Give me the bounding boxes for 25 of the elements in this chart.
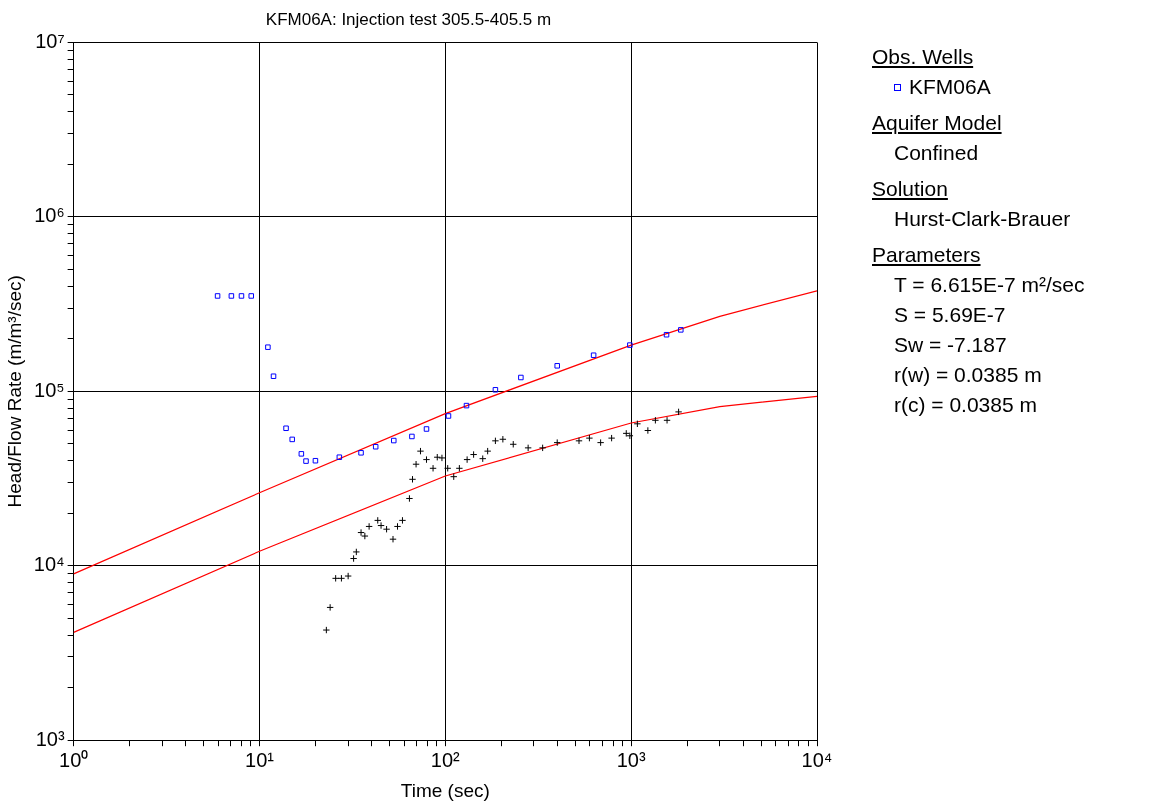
chart-title: KFM06A: Injection test 305.5-405.5 m bbox=[265, 9, 552, 29]
text: Solution bbox=[872, 176, 949, 202]
text: Sw = -7.187 bbox=[894, 332, 1008, 358]
text: Aquifer Model bbox=[872, 110, 1003, 136]
x-tick-label: 10⁰ bbox=[59, 748, 89, 771]
y-tick-label: 10⁶ bbox=[34, 204, 65, 227]
legend-title: Obs. Wells bbox=[872, 44, 975, 70]
text: T = 6.615E-7 m²/sec bbox=[894, 272, 1085, 298]
y-tick-label: 10⁴ bbox=[33, 553, 65, 576]
text: r(w) = 0.0385 m bbox=[894, 362, 1043, 388]
legend-label: KFM06A bbox=[909, 74, 991, 100]
x-tick-label: 10⁴ bbox=[801, 748, 833, 771]
x-axis-title: Time (sec) bbox=[400, 779, 490, 801]
text: Confined bbox=[894, 140, 980, 166]
y-tick-label: 10⁵ bbox=[34, 378, 65, 401]
y-tick-label: 10³ bbox=[35, 727, 65, 750]
text: S = 5.69E-7 bbox=[894, 302, 1007, 328]
y-tick-label: 10⁷ bbox=[35, 29, 65, 52]
text: Parameters bbox=[872, 242, 982, 268]
text: r(c) = 0.0385 m bbox=[894, 392, 1038, 418]
x-tick-label: 10¹ bbox=[245, 748, 275, 771]
x-tick-label: 10² bbox=[430, 748, 461, 771]
x-tick-label: 10³ bbox=[616, 748, 646, 771]
y-axis-title: Head/Flow Rate (m/m³/sec) bbox=[3, 275, 25, 508]
text: Hurst-Clark-Brauer bbox=[894, 206, 1072, 232]
